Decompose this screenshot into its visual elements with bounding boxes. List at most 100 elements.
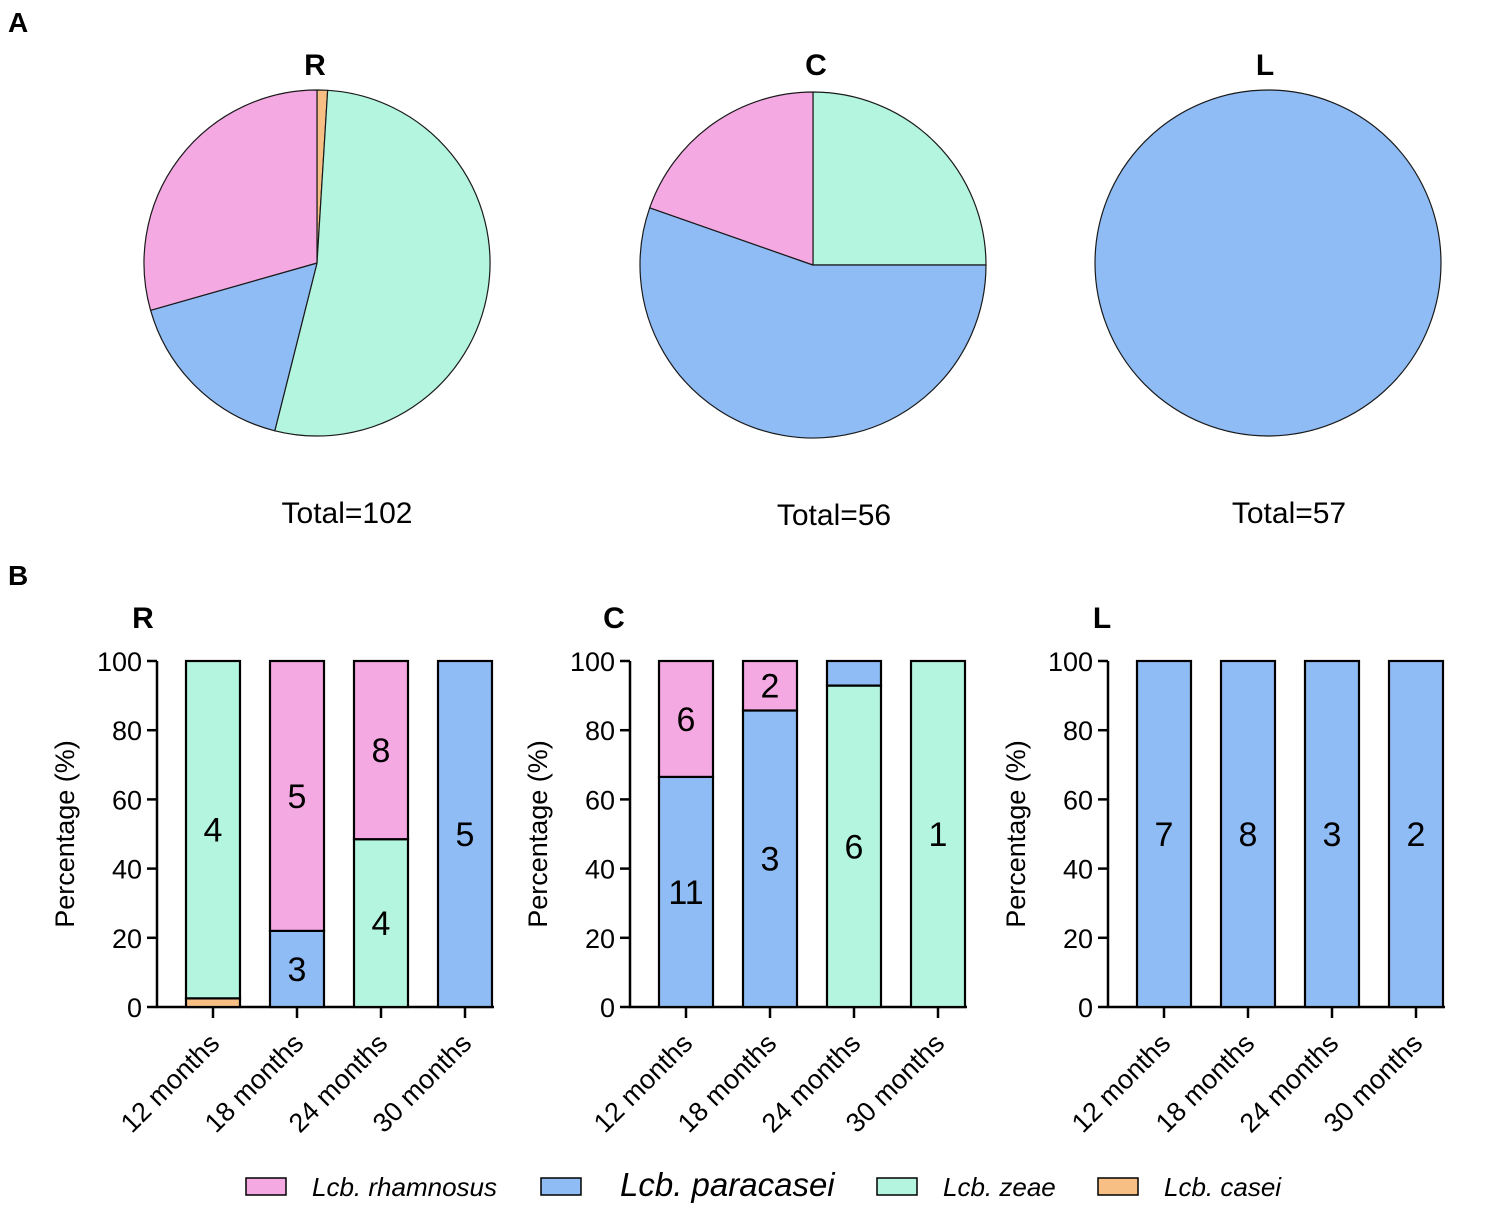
bar-30-months: 5 (436, 659, 494, 1009)
legend: Lcb. rhamnosus Lcb. paracasei Lcb. zeae Lcb… (245, 1166, 1282, 1203)
bar-segment-lcb-rhamnosus (352, 659, 410, 841)
pie-slice-lcb-rhamnosus (143, 89, 318, 311)
legend-swatch (540, 1177, 582, 1196)
y-tick-label: 60 (1063, 785, 1093, 815)
pie-chart-l: L Total=57 (1094, 49, 1442, 530)
y-tick-label: 100 (97, 647, 142, 677)
y-tick-label: 80 (112, 716, 142, 746)
pie-title: C (805, 49, 827, 82)
bar-count-label: 8 (1239, 816, 1258, 854)
legend-item-lcb-zeae: Lcb. zeae (876, 1172, 1056, 1202)
panel-label-a: A (8, 7, 28, 38)
bar-18-months: 32 (741, 659, 799, 1009)
y-tick-label: 60 (585, 785, 615, 815)
bar-segment-lcb-casei (184, 997, 242, 1009)
bar-segment-lcb-paracasei (825, 659, 883, 687)
bar-24-months: 48 (352, 659, 410, 1009)
pie-chart-r: R Total=102 (143, 49, 491, 530)
y-tick-label: 80 (1063, 716, 1093, 746)
pie-slice-lcb-zeae (274, 89, 491, 437)
bar-count-label: 3 (761, 841, 780, 879)
bar-count-label: 6 (677, 701, 696, 739)
legend-label: Lcb. paracasei (620, 1166, 836, 1203)
bar-18-months: 8 (1219, 659, 1277, 1009)
bar-segment-lcb-rhamnosus (657, 659, 715, 779)
legend-item-lcb-paracasei: Lcb. paracasei (540, 1166, 836, 1203)
y-tick-label: 0 (600, 993, 615, 1023)
bar-count-label: 5 (288, 778, 307, 816)
pie-slice-lcb-paracasei (150, 262, 318, 432)
y-tick-label: 20 (112, 924, 142, 954)
bar-segment-lcb-paracasei (436, 659, 494, 1009)
legend-swatch (245, 1177, 287, 1196)
pie-slice-lcb-zeae (812, 91, 987, 266)
bar-count-label: 6 (845, 828, 864, 866)
bar-12-months: 4 (184, 659, 242, 1009)
bar-30-months: 2 (1387, 659, 1445, 1009)
bar-segment-lcb-rhamnosus (268, 659, 326, 932)
y-axis-label: Percentage (%) (1001, 740, 1031, 928)
bar-chart-title: R (132, 602, 154, 635)
bar-count-label: 1 (929, 816, 948, 854)
bar-12-months: 7 (1135, 659, 1193, 1009)
y-tick-label: 20 (1063, 924, 1093, 954)
y-axis-label: Percentage (%) (50, 740, 80, 928)
pie-slice-lcb-paracasei (639, 207, 987, 439)
legend-label: Lcb. zeae (943, 1172, 1056, 1202)
y-axis-label: Percentage (%) (523, 740, 553, 928)
bar-24-months: 6 (825, 659, 883, 1009)
panel-label-b: B (8, 560, 28, 591)
bar-count-label: 4 (204, 812, 223, 850)
bar-count-label: 2 (761, 668, 780, 706)
bar-segment-lcb-paracasei (1219, 659, 1277, 1009)
y-tick-label: 20 (585, 924, 615, 954)
legend-item-lcb-rhamnosus: Lcb. rhamnosus (245, 1172, 497, 1202)
pie-chart-c: C Total=56 (639, 49, 987, 532)
y-tick-label: 60 (112, 785, 142, 815)
pie-charts: R Total=102 C Total=56 L Total=57 (143, 49, 1442, 532)
y-tick-label: 40 (1063, 855, 1093, 885)
legend-label: Lcb. casei (1164, 1172, 1282, 1202)
bar-segment-lcb-paracasei (1135, 659, 1193, 1009)
legend-swatch (1097, 1177, 1139, 1196)
pie-title: R (304, 49, 326, 82)
pie-total-label: Total=57 (1232, 497, 1346, 530)
pie-total-label: Total=56 (777, 499, 891, 532)
bar-count-label: 11 (668, 874, 703, 912)
bar-segment-lcb-paracasei (1387, 659, 1445, 1009)
bar-segment-lcb-paracasei (741, 709, 799, 1009)
bar-24-months: 3 (1303, 659, 1361, 1009)
bar-segment-lcb-zeae (352, 838, 410, 1009)
y-tick-label: 0 (1078, 993, 1093, 1023)
y-tick-label: 100 (570, 647, 615, 677)
pie-slice-lcb-paracasei (1094, 89, 1442, 437)
pie-total-label: Total=102 (282, 497, 413, 530)
y-tick-label: 80 (585, 716, 615, 746)
bar-count-label: 2 (1407, 816, 1426, 854)
bar-12-months: 11 6 (657, 659, 715, 1009)
pie-slice-lcb-rhamnosus (649, 91, 814, 266)
bar-segment-lcb-rhamnosus (741, 659, 799, 712)
y-tick-label: 0 (127, 993, 142, 1023)
bar-count-label: 5 (456, 816, 475, 854)
bar-count-label: 4 (372, 905, 391, 943)
y-tick-label: 40 (585, 855, 615, 885)
bar-chart-title: L (1093, 602, 1111, 635)
bar-30-months: 1 (909, 659, 967, 1009)
legend-swatch (876, 1177, 918, 1196)
bar-count-label: 8 (372, 732, 391, 770)
bar-count-label: 7 (1155, 816, 1174, 854)
bar-segment-lcb-zeae (909, 659, 967, 1009)
legend-item-lcb-casei: Lcb. casei (1097, 1172, 1282, 1202)
bar-chart-title: C (603, 602, 625, 635)
pie-title: L (1256, 49, 1274, 82)
bar-count-label: 3 (288, 951, 307, 989)
bar-18-months: 35 (268, 659, 326, 1009)
bar-count-label: 3 (1323, 816, 1342, 854)
y-tick-label: 40 (112, 855, 142, 885)
